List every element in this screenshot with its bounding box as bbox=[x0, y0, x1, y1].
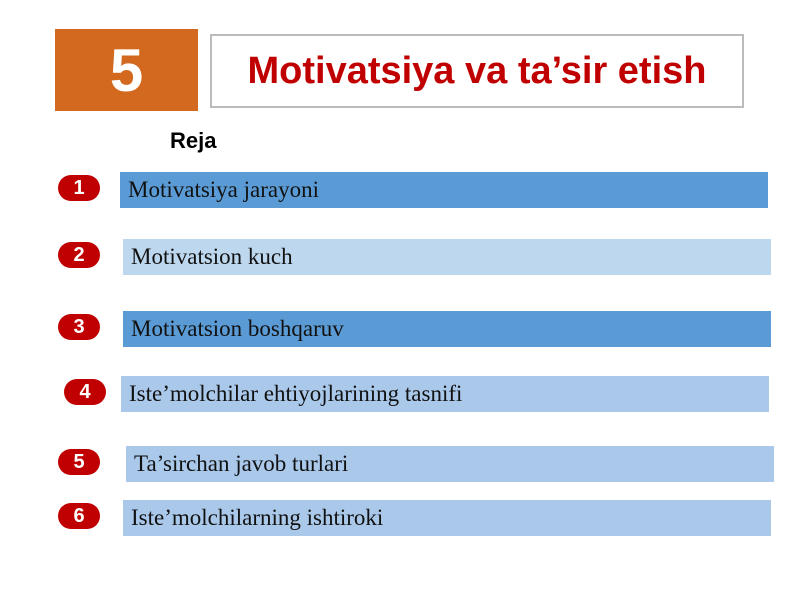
item-bar: Motivatsion boshqaruv bbox=[123, 311, 771, 347]
item-number: 6 bbox=[58, 503, 100, 529]
plan-title: Reja bbox=[170, 128, 217, 153]
item-number: 1 bbox=[58, 175, 100, 201]
item-number: 2 bbox=[58, 242, 100, 268]
item-bar: Ta’sirchan javob turlari bbox=[126, 446, 774, 482]
slide-title: Motivatsiya va ta’sir etish bbox=[210, 34, 744, 108]
item-number: 3 bbox=[58, 314, 100, 340]
section-number: 5 bbox=[55, 29, 198, 111]
item-bar: Iste’molchilarning ishtiroki bbox=[123, 500, 771, 536]
item-bar: Motivatsiya jarayoni bbox=[120, 172, 768, 208]
item-number: 5 bbox=[58, 449, 100, 475]
item-number: 4 bbox=[64, 379, 106, 405]
item-bar: Motivatsion kuch bbox=[123, 239, 771, 275]
item-bar: Iste’molchilar ehtiyojlarining tasnifi bbox=[121, 376, 769, 412]
